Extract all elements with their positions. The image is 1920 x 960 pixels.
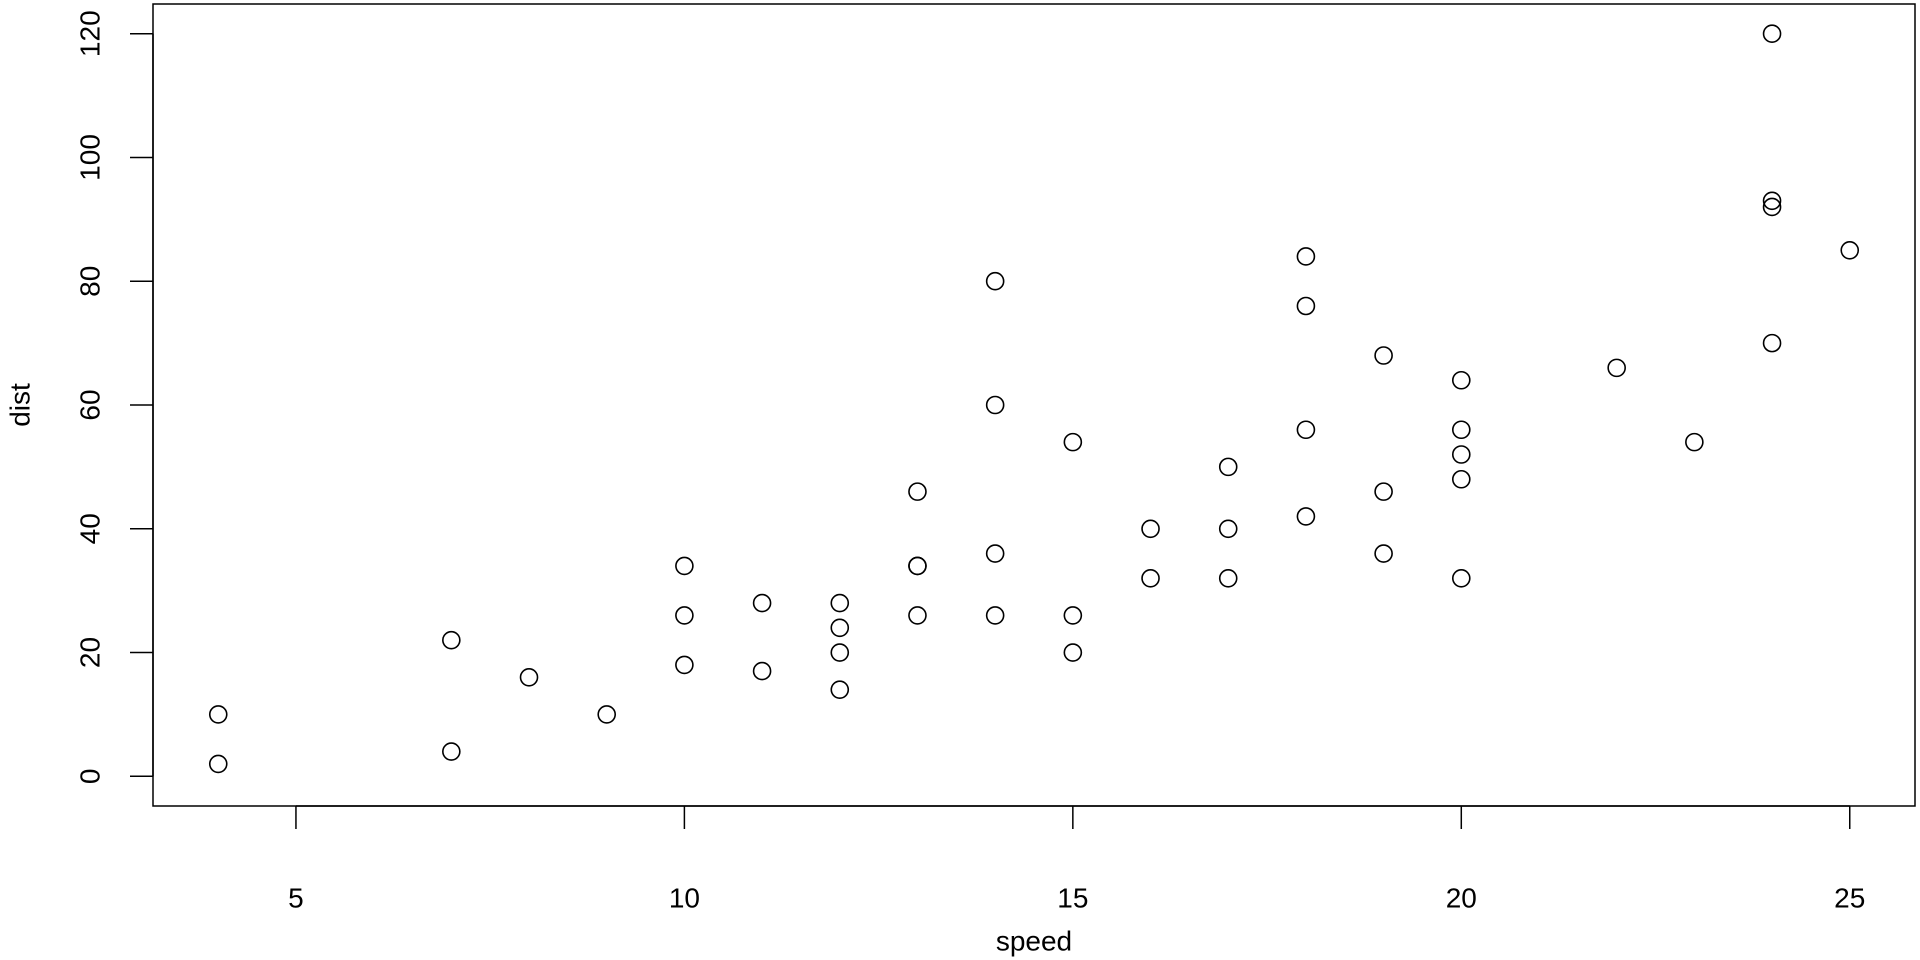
point — [1762, 333, 1782, 353]
point — [1141, 519, 1160, 539]
point — [1762, 191, 1782, 211]
point — [1607, 358, 1626, 378]
y-tick-label: 0 — [74, 769, 105, 785]
point — [1296, 507, 1316, 526]
x-tick-label: 15 — [1057, 882, 1088, 913]
point — [1141, 568, 1160, 588]
point — [752, 661, 772, 681]
point — [442, 742, 461, 761]
point — [1218, 457, 1238, 477]
point — [830, 643, 850, 662]
point — [1063, 606, 1083, 625]
point — [1451, 445, 1471, 464]
x-tick-label: 5 — [288, 882, 304, 913]
point — [1218, 568, 1238, 588]
point — [908, 482, 927, 501]
y-tick-label: 60 — [74, 389, 105, 420]
point — [1762, 197, 1782, 217]
x-axis-label: speed — [996, 925, 1072, 956]
point — [1451, 420, 1471, 440]
point — [1374, 346, 1393, 365]
x-tick-label: 10 — [669, 882, 700, 913]
point — [208, 705, 228, 724]
point — [1451, 469, 1471, 489]
y-tick-label: 120 — [74, 10, 105, 57]
point — [1374, 544, 1393, 563]
point — [1840, 240, 1860, 260]
y-axis-label: dist — [4, 383, 35, 427]
point — [208, 754, 228, 774]
point — [985, 395, 1005, 415]
point — [985, 606, 1005, 625]
point — [597, 705, 617, 724]
point — [1451, 370, 1471, 390]
x-tick-label: 25 — [1834, 882, 1865, 913]
point — [519, 667, 539, 687]
point — [908, 606, 927, 625]
point — [1296, 420, 1316, 440]
point — [1296, 296, 1316, 316]
y-tick-label: 40 — [74, 513, 105, 544]
plot-frame — [152, 3, 1916, 807]
point — [830, 593, 850, 613]
point — [1296, 247, 1316, 266]
point — [985, 271, 1005, 291]
point — [985, 544, 1005, 563]
point — [908, 556, 927, 576]
point — [1063, 643, 1083, 662]
x-tick-label: 20 — [1446, 882, 1477, 913]
point — [1063, 432, 1083, 452]
point — [1762, 24, 1782, 44]
point — [830, 680, 850, 699]
point — [1218, 519, 1238, 539]
point — [1374, 482, 1393, 501]
point — [1685, 432, 1704, 452]
point — [752, 593, 772, 613]
point — [675, 556, 694, 576]
point — [830, 618, 850, 638]
point — [442, 630, 461, 650]
y-tick-label: 20 — [74, 637, 105, 668]
y-tick-label: 100 — [74, 134, 105, 181]
point — [1451, 568, 1471, 588]
point — [675, 606, 694, 625]
y-tick-label: 80 — [74, 266, 105, 297]
point — [675, 655, 694, 675]
